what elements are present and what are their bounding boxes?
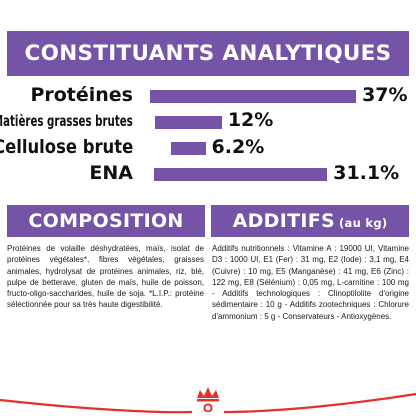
- composition-title: COMPOSITION: [28, 210, 184, 232]
- analytical-constituents-banner: CONSTITUANTS ANALYTIQUES: [7, 31, 409, 76]
- nutrient-label: Protéines: [30, 84, 133, 106]
- nutrient-label: Matières grasses brutes: [0, 112, 133, 130]
- additives-subtitle: (au kg): [338, 216, 388, 230]
- nutrient-value: 31.1%: [333, 162, 400, 184]
- nutrient-value: 6.2%: [211, 136, 265, 158]
- composition-text: Protéines de volaille déshydratées, maïs…: [7, 244, 204, 310]
- nutrient-bar: [150, 90, 357, 103]
- footer-wave: [0, 392, 416, 414]
- additives-banner: ADDITIFS (au kg): [211, 205, 409, 237]
- royal-canin-crown-icon: [197, 387, 219, 412]
- nutrient-bar: [171, 142, 206, 155]
- nutrient-bar: [155, 116, 222, 129]
- nutrient-value: 37%: [362, 84, 408, 106]
- nutrient-label: Cellulose brute: [0, 136, 133, 158]
- composition-banner: COMPOSITION: [7, 205, 205, 237]
- nutrient-bar: [154, 168, 328, 181]
- nutrient-value: 12%: [227, 109, 274, 131]
- additives-text: Additifs nutritionnels : Vitamine A : 19…: [212, 244, 409, 321]
- nutrient-label: ENA: [89, 162, 133, 184]
- analytical-constituents-title: CONSTITUANTS ANALYTIQUES: [24, 41, 392, 66]
- additives-title: ADDITIFS: [232, 210, 335, 232]
